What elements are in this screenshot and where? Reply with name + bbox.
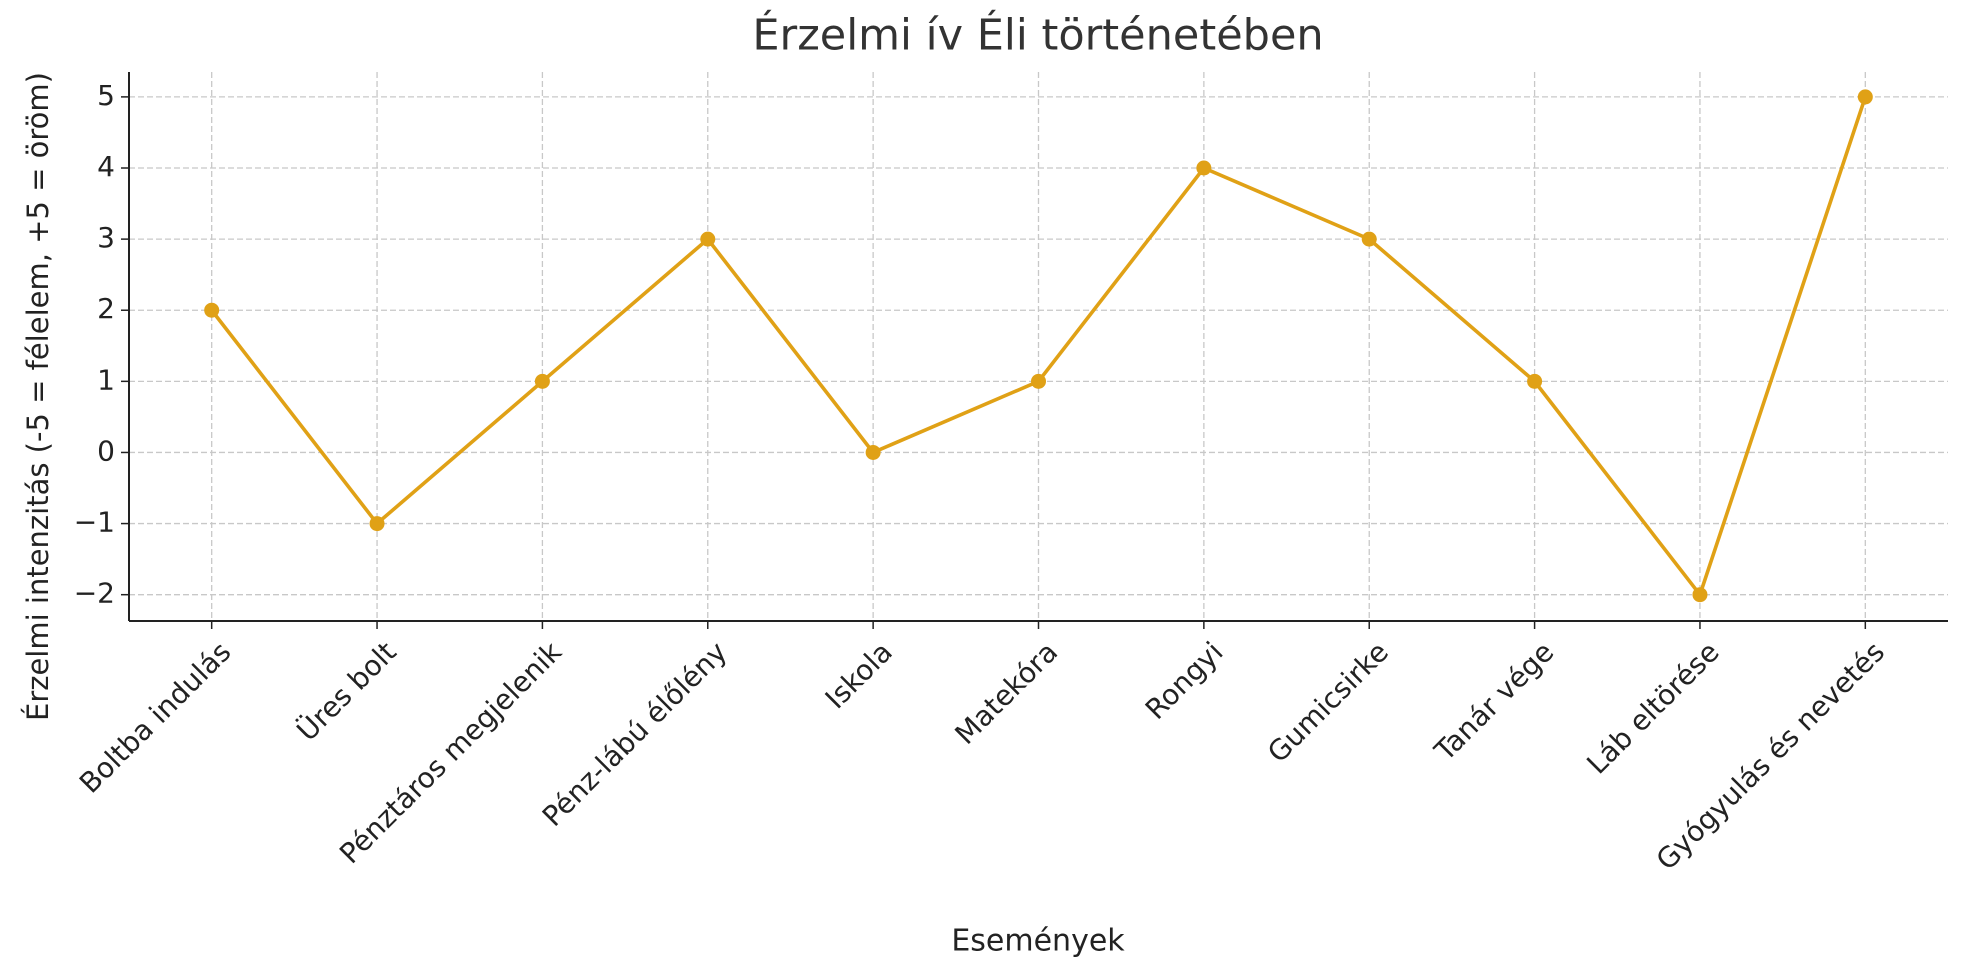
x-tick-label: Matekóra (949, 635, 1065, 751)
point (1196, 160, 1212, 176)
point (1031, 373, 1046, 389)
y-tick-label: −1 (74, 506, 115, 539)
point (1857, 89, 1873, 105)
y-tick-label: 2 (97, 292, 115, 325)
x-tick-label: Iskola (819, 635, 899, 715)
chart-title: Érzelmi ív Éli történetében (752, 10, 1323, 61)
y-tick-label: 4 (97, 150, 115, 183)
x-tick-label: Üres bolt (290, 635, 403, 748)
point (534, 373, 550, 389)
point (865, 444, 881, 460)
point (700, 231, 716, 247)
point (1692, 587, 1708, 603)
y-tick-label: 0 (97, 434, 115, 467)
x-tick-label: Tanár vége (1427, 635, 1560, 768)
x-tick-label: Boltba indulás (73, 635, 237, 799)
x-tick-label: Pénz-lábú élőlény (536, 635, 734, 833)
x-tick-label: Gumicsirke (1261, 635, 1395, 769)
x-tick-label: Rongyi (1139, 635, 1230, 726)
point (1527, 373, 1543, 389)
x-axis-label: Események (951, 924, 1125, 959)
y-tick-label: 3 (97, 221, 115, 254)
point (1361, 231, 1377, 247)
x-tick-label: Láb eltörése (1580, 635, 1725, 780)
point (369, 516, 385, 532)
y-tick-label: 1 (97, 363, 115, 396)
y-tick-label: −2 (74, 577, 115, 610)
point (204, 302, 220, 318)
y-tick-label: 5 (97, 79, 115, 112)
y-axis-label: Érzelmi intenzitás (-5 = félelem, +5 = ö… (21, 72, 55, 721)
